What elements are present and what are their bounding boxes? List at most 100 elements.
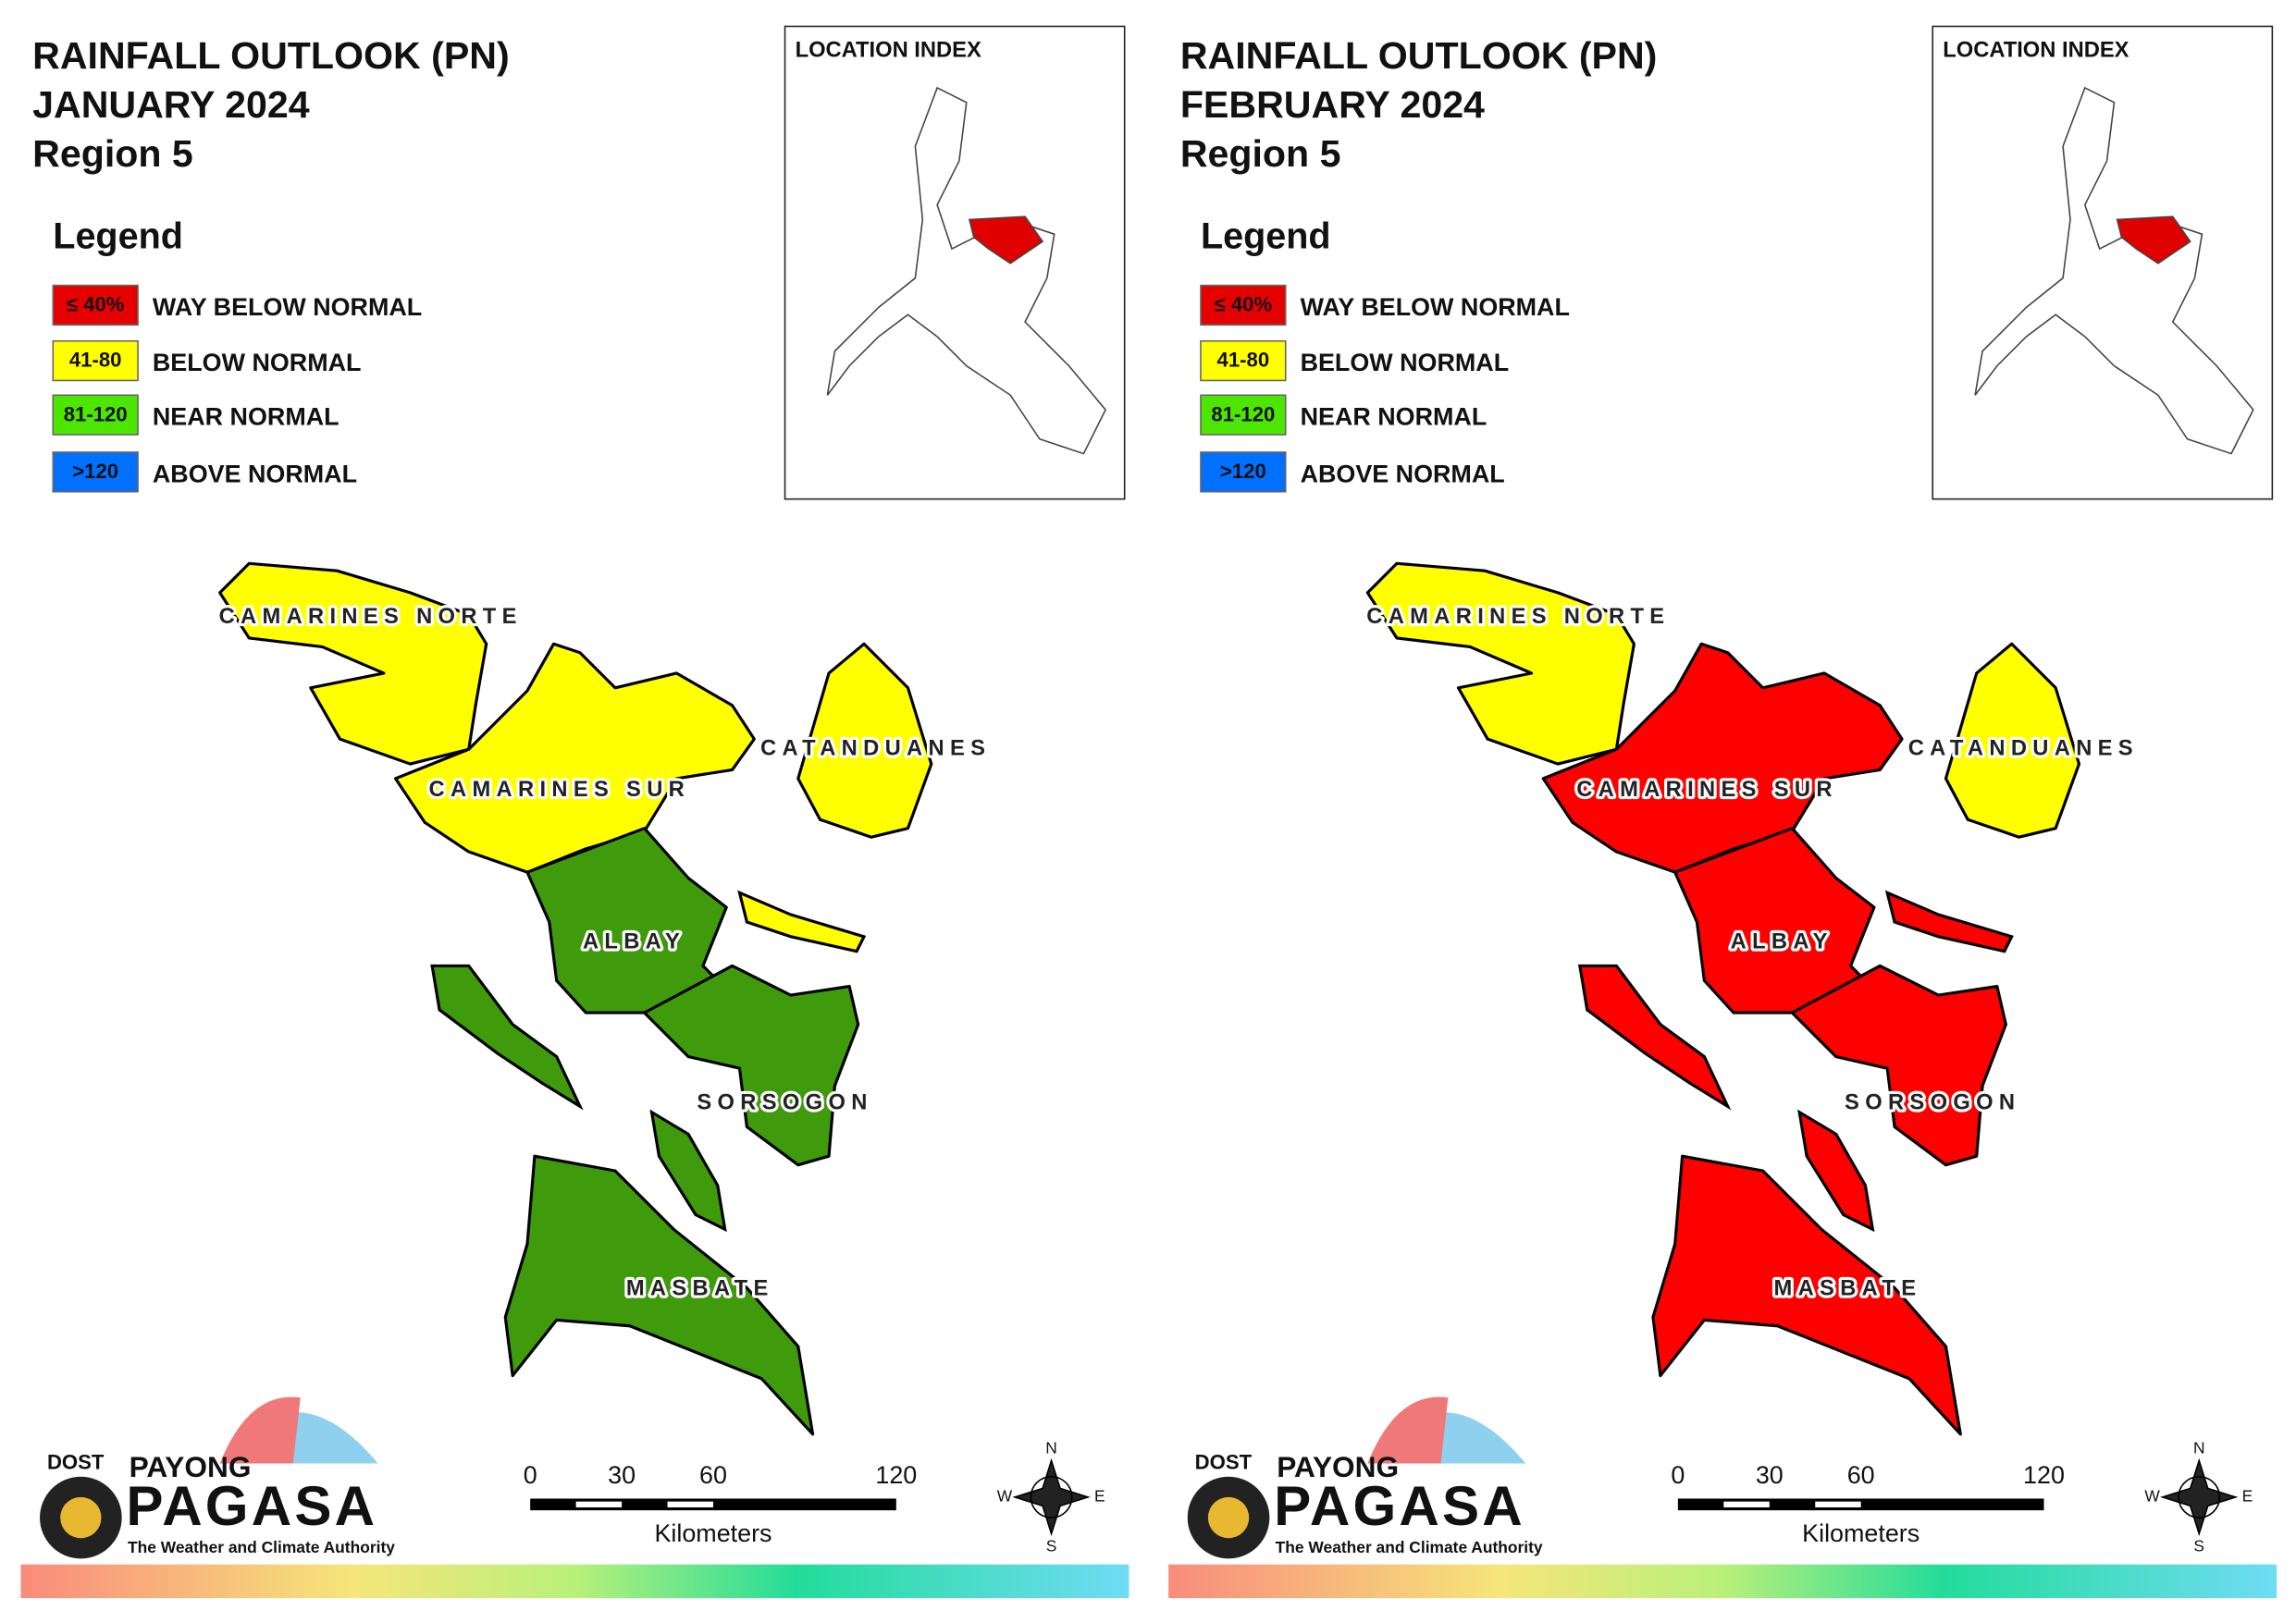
province: [394, 642, 756, 874]
legend-label: ABOVE NORMAL: [1301, 460, 1505, 487]
compass-e: E: [2242, 1486, 2253, 1505]
islet: [430, 964, 584, 1111]
compass-w: W: [2144, 1486, 2160, 1505]
scale-segment: [1815, 1501, 1861, 1507]
legend-key: 81-120: [64, 402, 128, 425]
province-label: MASBATE: [626, 1276, 774, 1300]
province-label: CATANDUANES: [760, 737, 991, 761]
islet: [1577, 964, 1732, 1111]
logo-line2: PAGASA: [126, 1475, 377, 1537]
compass-w: W: [997, 1486, 1013, 1505]
province-label: CAMARINES SUR: [429, 778, 691, 802]
scale-tick: 60: [699, 1461, 727, 1489]
legend-heading: Legend: [53, 215, 183, 256]
province-label: ALBAY: [1731, 929, 1833, 953]
islet: [1884, 890, 2014, 953]
legend-label: WAY BELOW NORMAL: [153, 293, 422, 321]
compass-n: N: [1045, 1438, 1057, 1457]
scale-segment: [1723, 1501, 1770, 1507]
legend-heading: Legend: [1201, 215, 1331, 256]
legend-swatch: [1200, 284, 1287, 326]
logo-tagline: The Weather and Climate Authority: [128, 1538, 395, 1556]
scale-tick: 120: [2023, 1461, 2065, 1489]
province: [796, 642, 933, 839]
legend-key: >120: [1220, 460, 1266, 483]
umbrella-left: [219, 1396, 301, 1464]
compass-s: S: [2193, 1536, 2204, 1555]
legend-key: 41-80: [1217, 349, 1270, 372]
islet: [737, 890, 867, 953]
title-line: RAINFALL OUTLOOK (PN): [32, 34, 510, 77]
logo-line2: PAGASA: [1274, 1475, 1525, 1537]
compass-ring: [2178, 1475, 2221, 1518]
province-label: ALBAY: [583, 929, 685, 953]
location-map: [826, 86, 1107, 455]
legend-label: ABOVE NORMAL: [153, 460, 357, 487]
scale-tick: 120: [875, 1461, 917, 1489]
legend-swatch: [52, 451, 139, 493]
compass-rose: [1012, 1457, 1091, 1537]
color-band: [20, 1564, 1129, 1599]
seal-inner: [1207, 1496, 1250, 1539]
scale-tick: 0: [524, 1461, 537, 1489]
logo-tagline: The Weather and Climate Authority: [1276, 1538, 1543, 1556]
province-label: CAMARINES NORTE: [1366, 605, 1670, 629]
logo-line1: PAYONG: [130, 1450, 252, 1483]
legend-swatch: [52, 284, 139, 326]
scale-tick: 30: [608, 1461, 636, 1489]
province-label: CATANDUANES: [1908, 737, 2139, 761]
compass-rose: [2160, 1457, 2239, 1537]
legend-swatch: [52, 339, 139, 382]
compass-ring: [1030, 1475, 1073, 1518]
location-index-title: LOCATION INDEX: [1943, 39, 2129, 63]
title-line: FEBRUARY 2024: [1180, 83, 1485, 126]
scale-unit: Kilometers: [654, 1519, 772, 1547]
province: [1541, 642, 1904, 874]
location-map: [1974, 86, 2254, 455]
legend-key: ≤ 40%: [1215, 293, 1273, 316]
compass-s: S: [1046, 1536, 1057, 1555]
province: [1944, 642, 2081, 839]
legend-key: ≤ 40%: [67, 293, 125, 316]
legend-key: >120: [72, 460, 118, 483]
panel: RAINFALL OUTLOOK (PN) FEBRUARY 2024 Region…: [1168, 25, 2277, 1599]
province-label: SORSOGON: [697, 1090, 872, 1114]
province-label: MASBATE: [1774, 1276, 1922, 1300]
title-line: Region 5: [1180, 132, 1341, 175]
province: [643, 964, 860, 1167]
compass-e: E: [1094, 1486, 1105, 1505]
legend-key: 81-120: [1211, 402, 1275, 425]
compass-n: N: [2193, 1438, 2205, 1457]
legend-label: BELOW NORMAL: [1301, 349, 1510, 376]
scale-segment: [575, 1501, 623, 1507]
legend-label: NEAR NORMAL: [153, 403, 339, 431]
color-band: [1168, 1564, 2277, 1599]
legend-swatch: [1200, 451, 1287, 493]
location-index-title: LOCATION INDEX: [796, 39, 981, 63]
location-highlight: [2116, 215, 2191, 264]
legend-swatch: [1200, 339, 1287, 382]
legend-label: BELOW NORMAL: [153, 349, 362, 376]
legend-key: 41-80: [69, 349, 122, 372]
logo-agency: DOST: [1195, 1450, 1253, 1473]
province: [1365, 561, 1636, 766]
scale-unit: Kilometers: [1802, 1519, 1920, 1547]
province: [218, 561, 488, 766]
logo-agency: DOST: [47, 1450, 105, 1473]
province: [1790, 964, 2007, 1167]
islet: [649, 1109, 727, 1233]
province: [1651, 1154, 1962, 1436]
title-line: Region 5: [32, 132, 193, 175]
title-line: JANUARY 2024: [32, 83, 310, 126]
islet: [1797, 1109, 1875, 1233]
scale-tick: 30: [1756, 1461, 1784, 1489]
legend-label: NEAR NORMAL: [1301, 403, 1487, 431]
location-highlight: [968, 215, 1044, 264]
scale-segment: [667, 1501, 713, 1507]
scale-tick: 0: [1671, 1461, 1685, 1489]
panel: RAINFALL OUTLOOK (PN) JANUARY 2024 Region …: [20, 25, 1129, 1599]
province: [503, 1154, 815, 1436]
title-line: RAINFALL OUTLOOK (PN): [1180, 34, 1658, 77]
province-label: CAMARINES NORTE: [219, 605, 523, 629]
scale-tick: 60: [1847, 1461, 1875, 1489]
